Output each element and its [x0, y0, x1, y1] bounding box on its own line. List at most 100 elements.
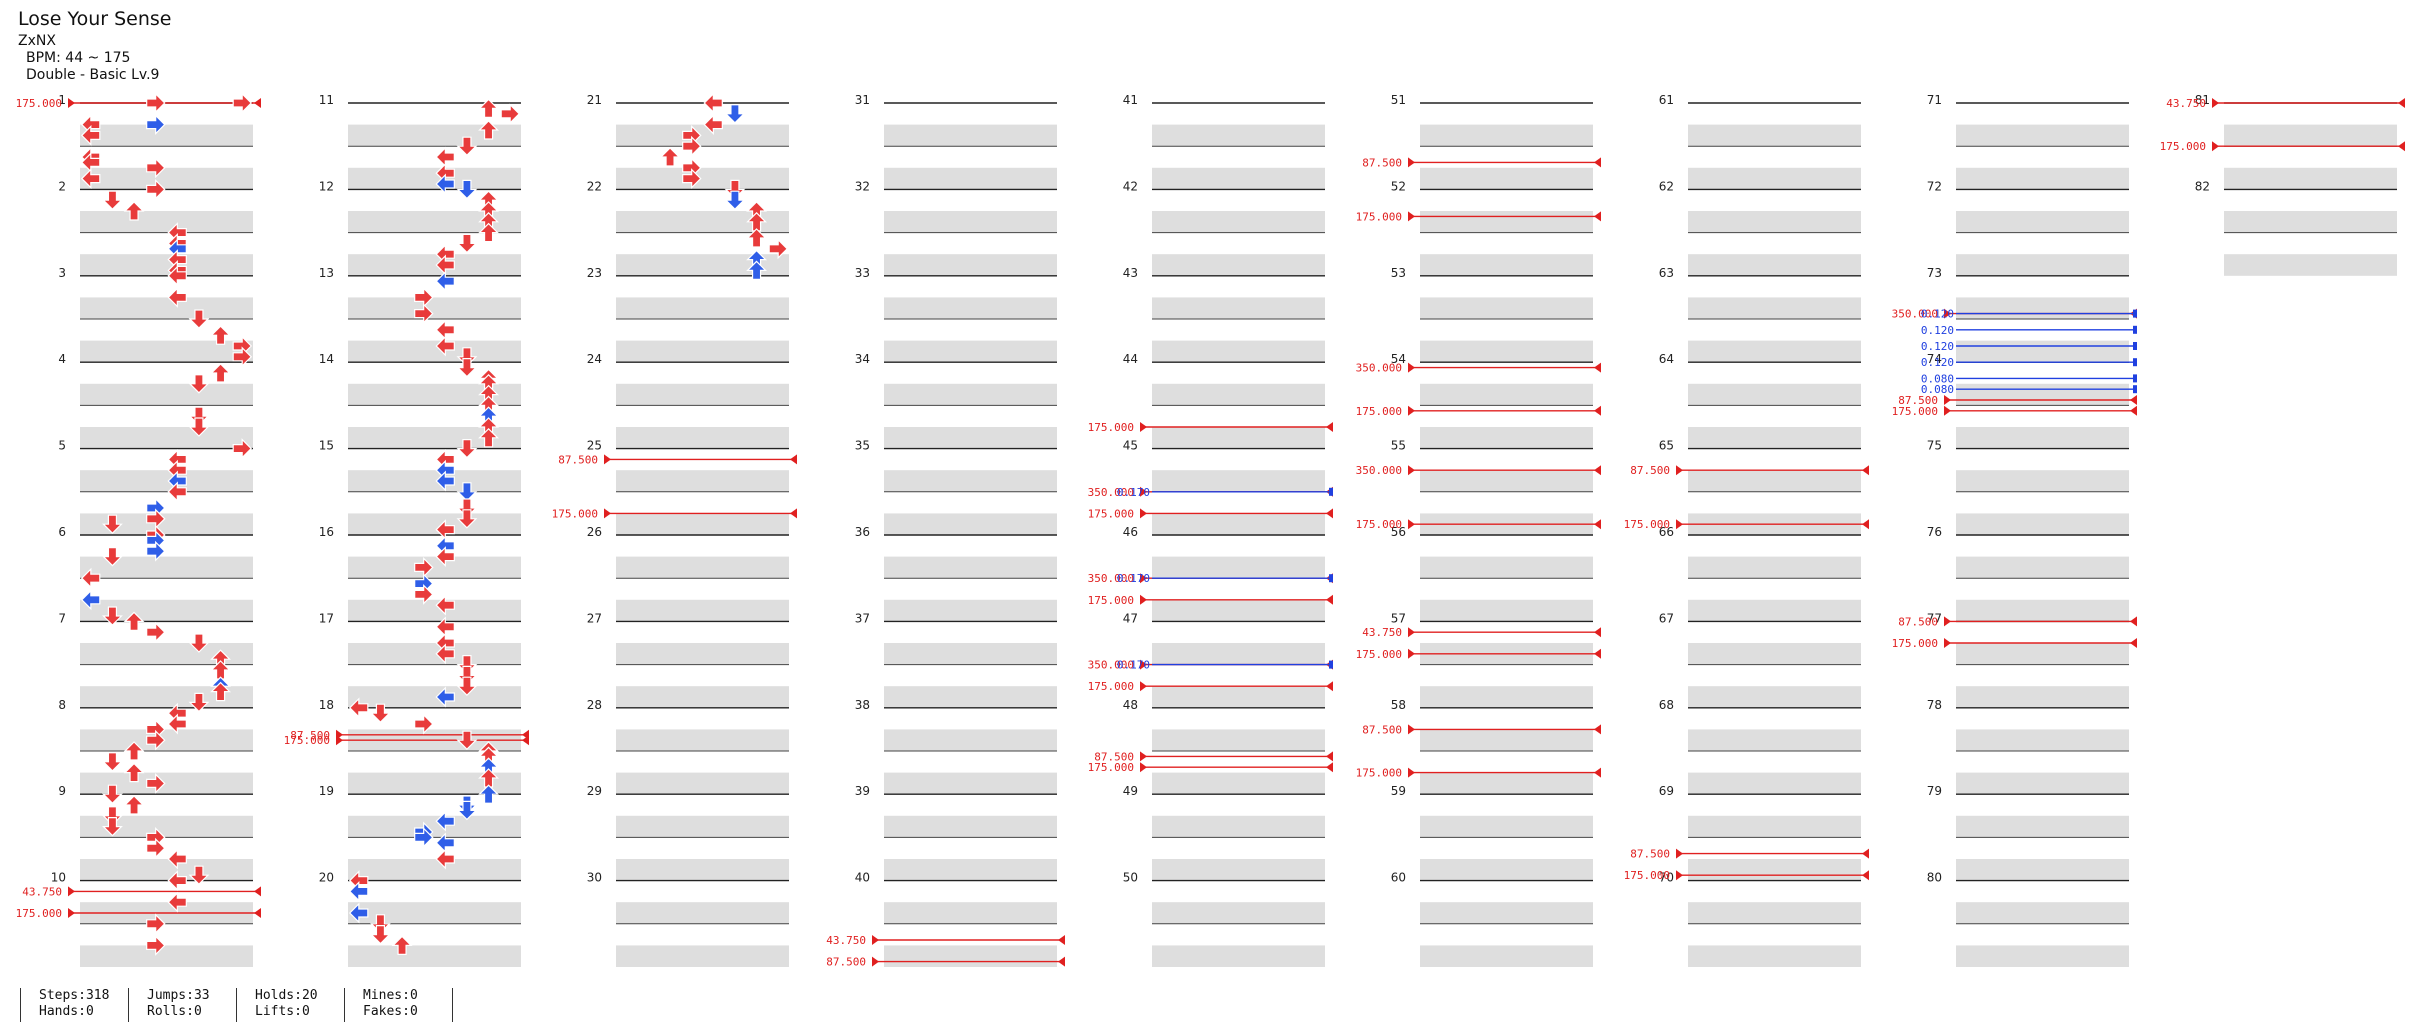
beat-band	[348, 427, 521, 449]
bpm-value: 350.000	[1892, 308, 1938, 321]
beat-band	[1688, 470, 1861, 492]
measure-number: 46	[1123, 525, 1138, 539]
beat-band	[348, 556, 521, 579]
bpm-tick	[872, 956, 879, 967]
beat-band	[80, 599, 253, 622]
beat-band	[616, 513, 789, 535]
bpm-value: 175.000	[1356, 648, 1402, 661]
measure-number: 47	[1123, 611, 1138, 625]
beat-band	[1956, 643, 2129, 665]
arrow-shape	[80, 124, 101, 146]
measure: 48	[1123, 698, 1325, 795]
bpm-marker: 87.500	[1094, 750, 1333, 763]
rolls-count: Rolls:0	[147, 1004, 202, 1019]
measure-number: 82	[2195, 179, 2210, 193]
beat-band	[1688, 815, 1861, 838]
arrow-note	[123, 741, 145, 761]
measure: 42	[1123, 179, 1325, 276]
beat-band	[80, 383, 253, 406]
arrow-note	[101, 784, 123, 805]
bpm-tick	[1676, 519, 1683, 530]
arrow-note	[659, 147, 681, 167]
bpm-tick	[790, 454, 797, 465]
bpm-tick	[1862, 848, 1869, 859]
arrow-shape	[123, 201, 145, 221]
measure-number: 59	[1391, 784, 1406, 798]
bpm-tick	[1594, 767, 1601, 778]
beat-band	[884, 297, 1057, 319]
bpm-value: 175.000	[1088, 507, 1134, 520]
beat-band	[884, 340, 1057, 363]
stat-group-steps: Steps:318 Hands:0	[20, 988, 109, 1022]
beat-band	[1688, 297, 1861, 319]
measure: 56	[1391, 525, 1593, 622]
stop-value: 0.120	[1921, 324, 1954, 337]
beat-band	[80, 124, 253, 147]
beat-band	[1688, 772, 1861, 795]
measure: 5	[58, 439, 253, 535]
beat-band	[348, 599, 521, 622]
arrow-shape	[101, 190, 123, 211]
bpm-tick	[1862, 519, 1869, 530]
step-chart: 1 2 3 4 5 6 7 8 9 10 11 12 13 14 15 16 17 18 19 20 21 22 23 24 2…	[16, 92, 2405, 969]
measure: 57	[1391, 611, 1593, 708]
bpm-tick	[1676, 870, 1683, 881]
measure-number: 52	[1391, 179, 1406, 193]
arrow-note	[146, 92, 166, 114]
measure-number: 2	[58, 179, 66, 193]
measure-number: 1	[58, 93, 66, 107]
arrow-note	[456, 179, 478, 200]
bpm-tick	[1944, 616, 1951, 627]
arrow-shape	[146, 729, 166, 751]
measure: 69	[1659, 784, 1861, 881]
beat-band	[1688, 945, 1861, 967]
beat-band	[884, 254, 1057, 276]
beat-band	[348, 859, 521, 881]
bpm-value: 43.750	[22, 885, 62, 898]
stop-tick	[1329, 660, 1333, 669]
arrow-shape	[210, 325, 232, 345]
arrow-note	[414, 303, 434, 325]
arrow-note	[80, 124, 101, 146]
arrow-note	[123, 201, 145, 221]
bpm-marker: 175.000	[1892, 405, 2137, 418]
stop-value: 0.120	[1921, 356, 1954, 369]
stop-tick	[2133, 342, 2137, 350]
arrow-note	[146, 913, 166, 935]
arrow-shape	[167, 265, 187, 287]
arrow-shape	[146, 621, 166, 643]
arrow-shape	[746, 260, 768, 280]
beat-band	[1152, 643, 1325, 665]
beat-band	[348, 297, 521, 319]
measure: 79	[1927, 784, 2129, 881]
beat-band	[1420, 297, 1593, 319]
beat-band	[616, 427, 789, 449]
stop-value: 0.170	[1117, 659, 1150, 672]
beat-band	[616, 167, 789, 190]
measure: 67	[1659, 611, 1861, 708]
arrow-note	[456, 136, 478, 157]
bpm-value: 175.000	[1356, 210, 1402, 223]
beat-band	[1152, 945, 1325, 967]
stats-footer: Steps:318 Hands:0 Jumps:33 Rolls:0 Holds…	[0, 984, 2436, 1024]
bpm-value: 175.000	[1892, 637, 1938, 650]
stop-marker: 0.170	[1117, 572, 1333, 585]
bpm-marker: 175.000	[1356, 405, 1601, 418]
arrow-note	[80, 567, 101, 589]
stat-group-holds: Holds:20 Lifts:0	[236, 988, 318, 1022]
beat-band	[884, 599, 1057, 622]
bpm-marker: 175.000	[1624, 518, 1869, 531]
bpm-value: 175.000	[1356, 767, 1402, 780]
arrow-shape	[478, 784, 500, 804]
arrow-shape	[682, 135, 702, 157]
beat-band	[1420, 427, 1593, 449]
bpm-value: 350.000	[1356, 362, 1402, 375]
measure-number: 21	[587, 93, 602, 107]
beat-band	[2224, 124, 2397, 147]
beat-band	[616, 124, 789, 147]
beat-band	[1956, 513, 2129, 535]
arrow-note	[123, 611, 145, 632]
beat-band	[884, 902, 1057, 924]
measure: 30	[587, 871, 789, 967]
beat-band	[1152, 427, 1325, 449]
